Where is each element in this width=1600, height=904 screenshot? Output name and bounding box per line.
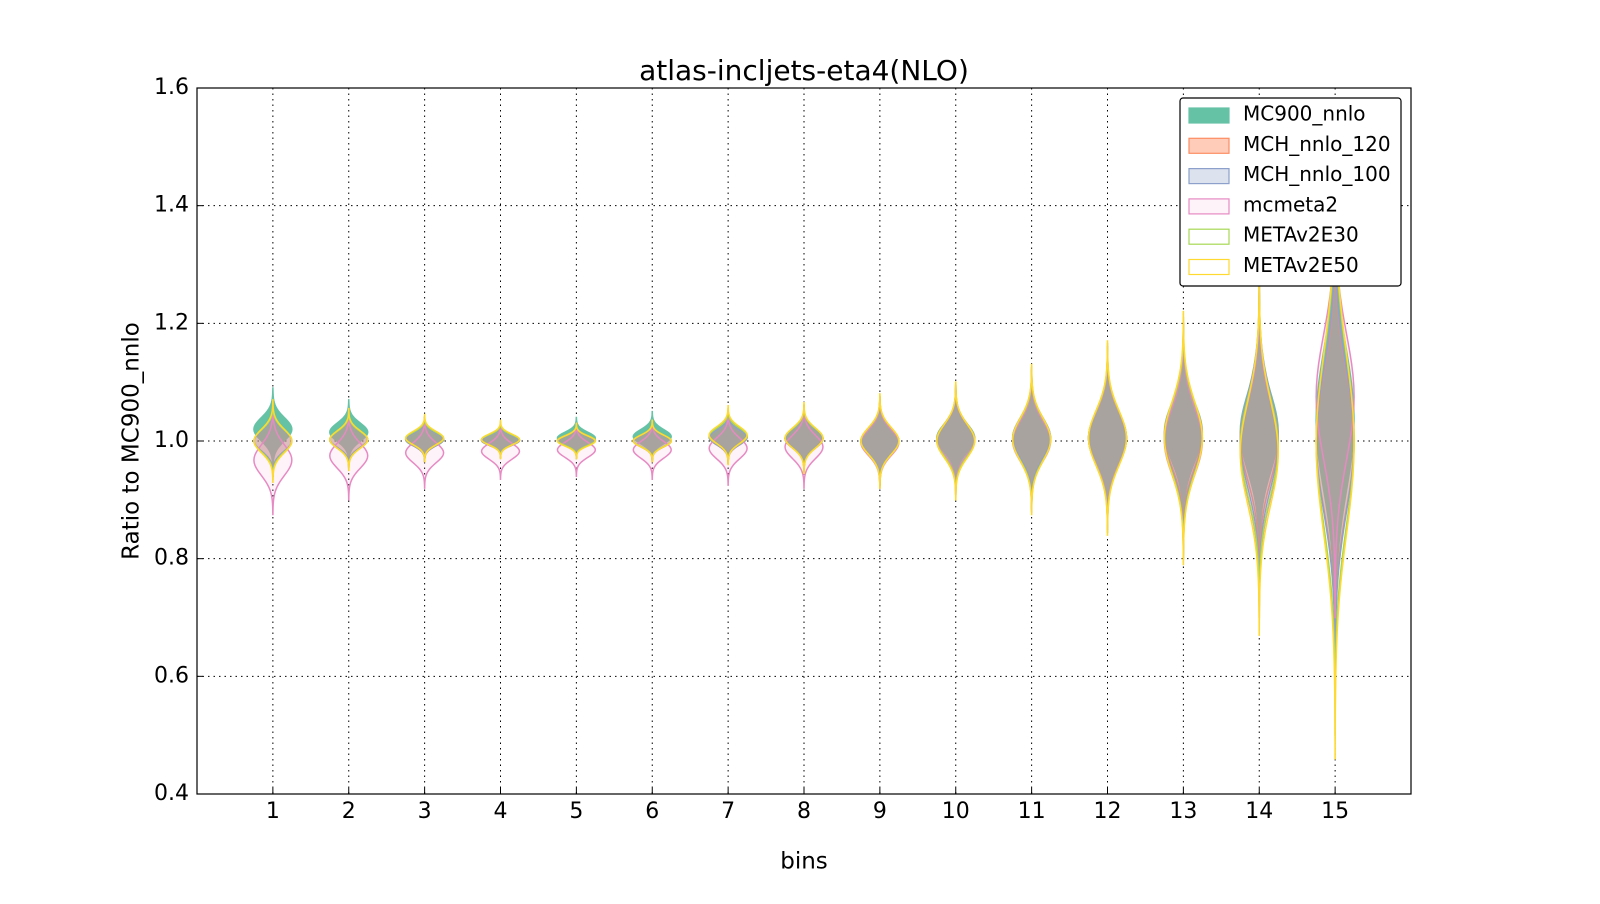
- y-tick-label: 0.4: [154, 781, 189, 806]
- x-tick-label: 7: [721, 799, 735, 824]
- violin: [1239, 269, 1279, 636]
- violin: [480, 419, 521, 460]
- legend-label: METAv2E30: [1243, 223, 1359, 247]
- legend-label: METAv2E50: [1243, 253, 1359, 277]
- x-tick-label: 8: [797, 799, 811, 824]
- plot-frame: [196, 87, 1412, 795]
- legend-swatch: [1188, 107, 1230, 124]
- violin: [556, 416, 597, 460]
- x-tick-label: 6: [645, 799, 659, 824]
- legend-label: MCH_nnlo_100: [1243, 162, 1391, 186]
- legend-swatch: [1188, 228, 1230, 245]
- legend-swatch: [1188, 168, 1230, 185]
- y-tick-label: 1.6: [154, 75, 189, 100]
- x-tick-label: 10: [942, 799, 970, 824]
- y-axis-label: Ratio to MC900_nnlo: [119, 322, 145, 560]
- x-tick-label: 15: [1321, 799, 1349, 824]
- y-tick-label: 1.2: [154, 310, 189, 335]
- violin: [784, 402, 824, 475]
- x-tick-label: 11: [1018, 799, 1046, 824]
- legend-swatch: [1188, 198, 1230, 215]
- x-tick-label: 13: [1169, 799, 1197, 824]
- violin: [556, 422, 597, 460]
- x-tick-label: 5: [569, 799, 583, 824]
- y-tick-label: 1.0: [154, 428, 189, 453]
- violin: [404, 413, 445, 463]
- violin: [329, 407, 369, 472]
- x-tick-label: 1: [266, 799, 280, 824]
- x-tick-label: 14: [1245, 799, 1273, 824]
- legend-label: MCH_nnlo_120: [1243, 132, 1391, 156]
- chart-title: atlas-incljets-eta4(NLO): [639, 54, 969, 87]
- violin: [860, 393, 900, 489]
- legend-box: [1179, 97, 1402, 287]
- y-tick-label: 0.6: [154, 663, 189, 688]
- violin: [632, 419, 673, 463]
- x-tick-label: 9: [873, 799, 887, 824]
- legend-swatch: [1188, 258, 1230, 276]
- legend-swatch: [1188, 137, 1230, 154]
- legend-label: mcmeta2: [1243, 192, 1338, 216]
- violin: [253, 399, 293, 483]
- violin: [632, 410, 672, 463]
- y-tick-label: 0.8: [154, 546, 189, 571]
- violin: [1011, 363, 1052, 516]
- x-axis-label: bins: [780, 849, 828, 875]
- x-tick-label: 3: [418, 799, 432, 824]
- y-tick-label: 1.4: [154, 193, 189, 218]
- x-tick-label: 2: [342, 799, 356, 824]
- legend-label: MC900_nnlo: [1243, 102, 1366, 126]
- violin: [936, 381, 976, 501]
- violin: [1087, 340, 1128, 536]
- x-tick-label: 12: [1094, 799, 1122, 824]
- violin: [708, 404, 748, 466]
- violin: [1163, 310, 1204, 566]
- legend: MC900_nnlo MCH_nnlo_120 MCH_nnlo_100mcmeta…: [1179, 97, 1402, 287]
- x-tick-label: 4: [494, 799, 508, 824]
